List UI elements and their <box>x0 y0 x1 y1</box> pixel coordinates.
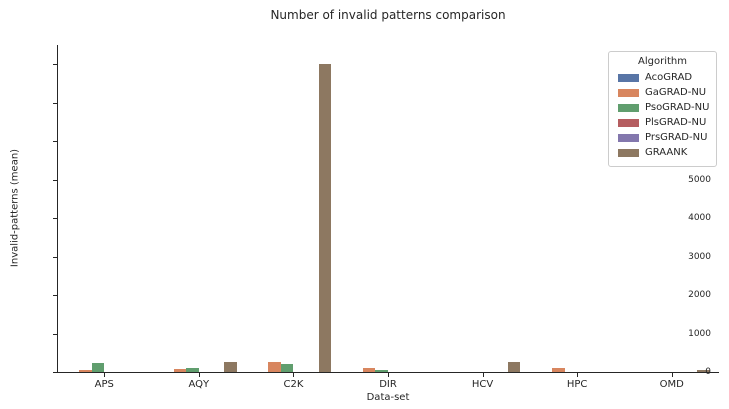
x-tick-mark <box>293 373 295 377</box>
x-tick-mark <box>198 373 200 377</box>
bar-GaGRAD-NU-C2K <box>268 362 281 372</box>
legend-label: AcoGRAD <box>645 72 693 83</box>
plot-area: 010002000300040005000600070008000 APSAQY… <box>53 45 719 390</box>
bar-GaGRAD-NU-DIR <box>362 368 376 372</box>
y-tick-mark <box>53 102 57 104</box>
legend-swatch-icon <box>618 103 639 112</box>
x-tick-mark <box>482 373 484 377</box>
legend-item-PlsGRAD-NU: PlsGRAD-NU <box>609 115 716 130</box>
legend-label: GaGRAD-NU <box>645 87 707 98</box>
x-tick-label-HPC: HPC <box>566 379 588 390</box>
legend-swatch-icon <box>618 88 639 97</box>
y-tick-label: 2000 <box>688 290 711 301</box>
bar-PsoGRAD-NU-APS <box>91 363 105 372</box>
legend-label: PlsGRAD-NU <box>645 117 707 128</box>
y-tick-label: 0 <box>705 367 711 377</box>
legend-swatch-icon <box>618 118 639 127</box>
x-axis-label: Data-set <box>366 392 410 403</box>
x-tick-mark <box>671 373 673 377</box>
legend-swatch-icon <box>618 73 639 82</box>
bar-GaGRAD-NU-AQY <box>173 369 187 372</box>
legend-item-GaGRAD-NU: GaGRAD-NU <box>609 85 716 100</box>
x-tick-mark <box>577 373 579 377</box>
y-tick-mark <box>53 218 57 220</box>
y-tick-mark <box>53 372 57 373</box>
y-tick-label: 1000 <box>688 328 711 339</box>
legend: Algorithm AcoGRAD GaGRAD-NU PsoGRAD-NU PlsG… <box>608 51 717 167</box>
legend-label: GRAANK <box>645 147 688 158</box>
x-tick-label-AQY: AQY <box>188 379 210 390</box>
legend-swatch-icon <box>618 148 639 157</box>
y-tick-mark <box>53 295 57 297</box>
legend-item-PrsGRAD-NU: PrsGRAD-NU <box>609 130 716 145</box>
y-tick-mark <box>53 64 57 66</box>
bar-GRAANK-AQY <box>224 361 237 372</box>
y-tick-mark <box>53 333 57 335</box>
y-tick-label: 3000 <box>688 251 711 262</box>
y-axis-line <box>57 45 58 373</box>
chart-title: Number of invalid patterns comparison <box>270 8 506 22</box>
x-tick-label-C2K: C2K <box>283 379 304 390</box>
legend-items: AcoGRAD GaGRAD-NU PsoGRAD-NU PlsGRAD-NU PrsG… <box>609 70 716 160</box>
x-axis-line <box>57 372 719 373</box>
legend-item-PsoGRAD-NU: PsoGRAD-NU <box>609 100 716 115</box>
x-tick-label-DIR: DIR <box>379 379 397 390</box>
x-tick-mark <box>104 373 106 377</box>
bar-PsoGRAD-NU-C2K <box>280 363 294 372</box>
legend-item-GRAANK: GRAANK <box>609 145 716 160</box>
legend-item-AcoGRAD: AcoGRAD <box>609 70 716 85</box>
y-axis-label: Invalid-patterns (mean) <box>9 148 21 268</box>
bar-PsoGRAD-NU-DIR <box>375 370 388 372</box>
y-tick-mark <box>53 141 57 143</box>
legend-swatch-icon <box>618 133 639 142</box>
legend-title: Algorithm <box>638 56 687 67</box>
y-tick-mark <box>53 256 57 258</box>
legend-label: PrsGRAD-NU <box>645 132 708 143</box>
bar-GaGRAD-NU-APS <box>79 370 92 372</box>
x-tick-label-HCV: HCV <box>471 379 494 390</box>
bar-PsoGRAD-NU-AQY <box>186 367 199 372</box>
bar-GaGRAD-NU-HPC <box>551 367 565 372</box>
x-tick-label-APS: APS <box>94 379 114 390</box>
y-tick-label: 4000 <box>688 213 711 224</box>
bar-GRAANK-OMD <box>696 369 710 372</box>
y-tick-label: 5000 <box>688 174 711 185</box>
bar-GRAANK-C2K <box>318 63 332 372</box>
x-tick-mark <box>388 373 389 377</box>
legend-label: PsoGRAD-NU <box>645 102 710 113</box>
y-tick-mark <box>53 179 57 181</box>
x-tick-label-OMD: OMD <box>659 379 684 390</box>
bar-GRAANK-HCV <box>507 361 521 372</box>
